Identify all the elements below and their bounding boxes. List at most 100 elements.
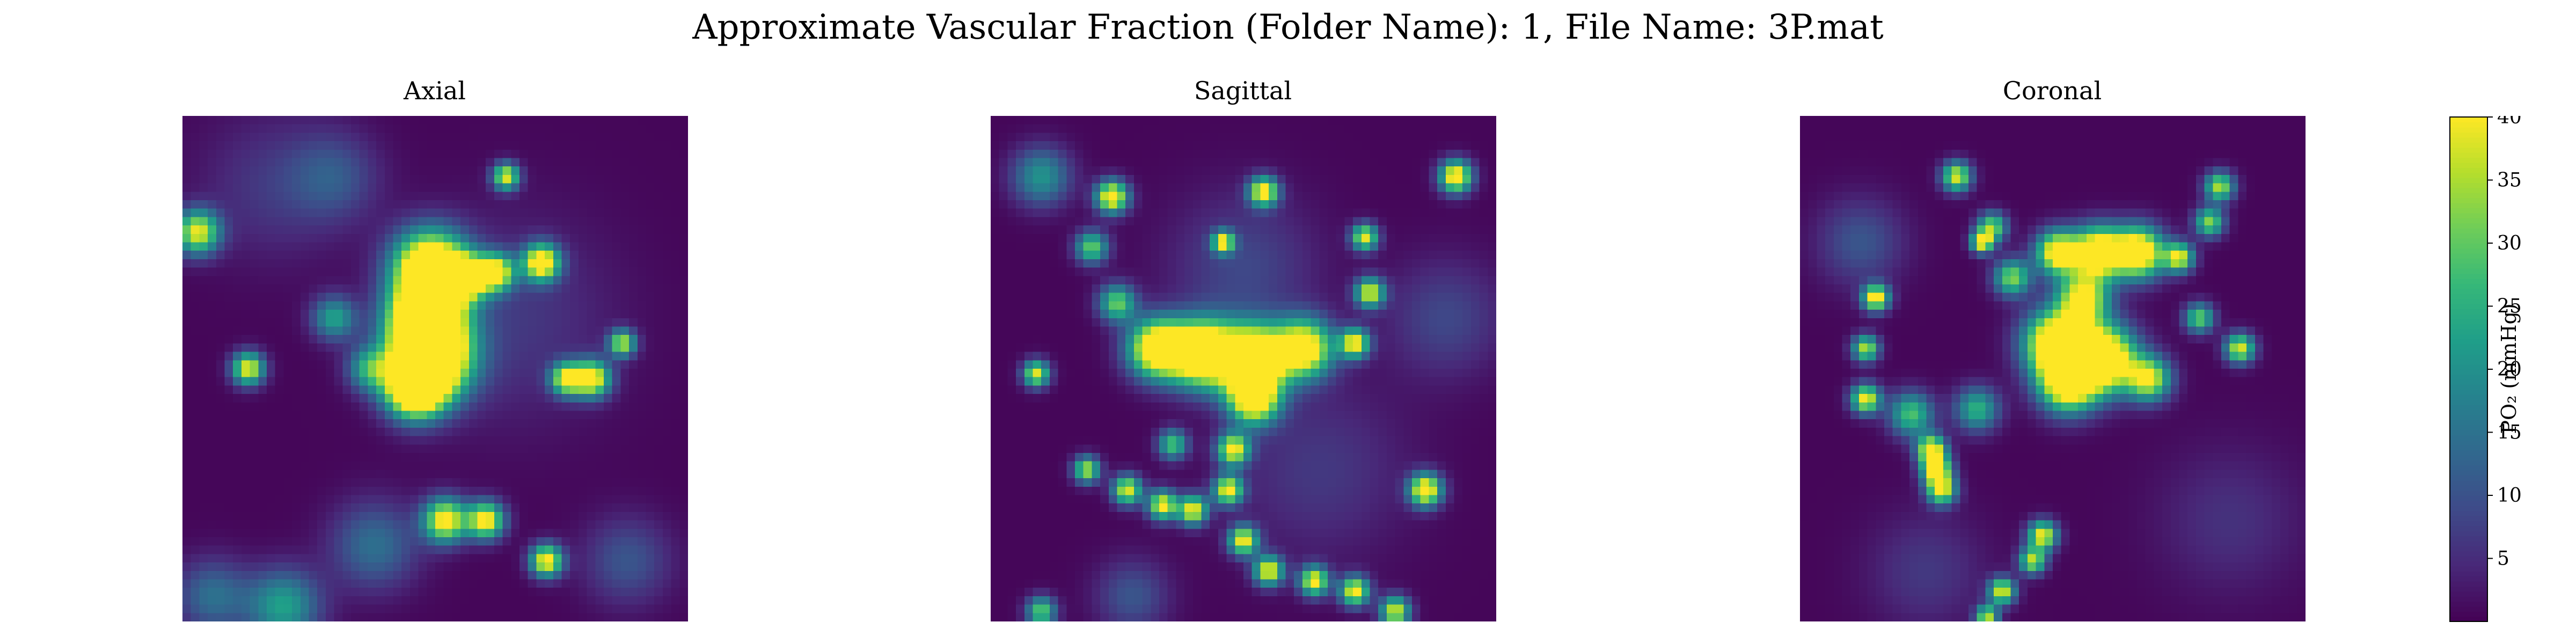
heatmap-cell — [342, 579, 352, 588]
heatmap-cell — [267, 158, 276, 167]
heatmap-cell — [342, 402, 352, 412]
heatmap-cell — [1386, 251, 1396, 260]
heatmap-cell — [241, 511, 251, 521]
heatmap-cell — [1201, 276, 1210, 285]
heatmap-cell — [561, 385, 570, 394]
heatmap-cell — [1108, 158, 1118, 167]
heatmap-cell — [1378, 276, 1387, 285]
heatmap-cell — [325, 596, 335, 605]
heatmap-cell — [620, 545, 630, 554]
heatmap-cell — [376, 301, 385, 310]
heatmap-cell — [334, 149, 343, 159]
heatmap-cell — [469, 360, 478, 369]
heatmap-cell — [545, 369, 554, 378]
heatmap-cell — [1277, 183, 1286, 192]
heatmap-cell — [275, 402, 284, 412]
heatmap-cell — [1100, 200, 1109, 209]
heatmap-cell — [1488, 133, 1496, 142]
heatmap-cell — [578, 461, 588, 470]
heatmap-cell — [1192, 192, 1202, 201]
heatmap-cell — [1470, 217, 1480, 226]
heatmap-cell — [427, 503, 436, 513]
heatmap-cell — [275, 613, 284, 621]
heatmap-cell — [595, 133, 604, 142]
heatmap-cell — [654, 377, 663, 386]
heatmap-cell — [1235, 292, 1244, 302]
heatmap-cell — [216, 419, 225, 428]
heatmap-cell — [620, 310, 630, 319]
heatmap-cell — [1319, 284, 1328, 294]
heatmap-cell — [283, 369, 292, 378]
heatmap-cell — [486, 411, 495, 420]
heatmap-cell — [679, 284, 688, 294]
heatmap-cell — [1353, 183, 1362, 192]
heatmap-cell — [561, 267, 570, 276]
heatmap-cell — [250, 520, 259, 529]
heatmap-cell — [1269, 217, 1278, 226]
heatmap-cell — [1429, 276, 1438, 285]
heatmap-cell — [275, 562, 284, 572]
heatmap-cell — [325, 200, 335, 209]
heatmap-cell — [1454, 233, 1463, 243]
heatmap-cell — [283, 495, 292, 504]
heatmap-cell — [275, 292, 284, 302]
heatmap-cell — [1378, 166, 1387, 175]
heatmap-cell — [401, 419, 411, 428]
heatmap-cell — [486, 149, 495, 159]
heatmap-cell — [604, 419, 613, 428]
heatmap-axial — [182, 116, 688, 621]
heatmap-cell — [191, 259, 200, 268]
heatmap-cell — [317, 402, 326, 412]
heatmap-cell — [469, 124, 478, 133]
heatmap-cell — [637, 251, 647, 260]
heatmap-cell — [267, 301, 276, 310]
heatmap-cell — [511, 116, 520, 125]
heatmap-cell — [224, 579, 233, 588]
heatmap-cell — [536, 225, 545, 235]
heatmap-cell — [292, 579, 301, 588]
heatmap-cell — [292, 554, 301, 563]
heatmap-cell — [368, 385, 377, 394]
heatmap-cell — [199, 192, 208, 201]
heatmap-cell — [1092, 217, 1101, 226]
heatmap-cell — [604, 503, 613, 513]
heatmap-cell — [1117, 116, 1126, 125]
heatmap-cell — [477, 183, 486, 192]
heatmap-cell — [1184, 149, 1194, 159]
heatmap-cell — [587, 276, 596, 285]
heatmap-cell — [1328, 141, 1337, 150]
heatmap-cell — [1167, 200, 1176, 209]
heatmap-cell — [427, 192, 436, 201]
heatmap-cell — [654, 343, 663, 353]
heatmap-cell — [1075, 225, 1084, 235]
heatmap-cell — [578, 596, 588, 605]
heatmap-cell — [1117, 124, 1126, 133]
heatmap-cell — [991, 251, 1000, 260]
heatmap-cell — [334, 537, 343, 546]
heatmap-cell — [1201, 301, 1210, 310]
heatmap-cell — [1285, 251, 1294, 260]
heatmap-cell — [1403, 242, 1413, 251]
heatmap-cell — [536, 251, 545, 260]
heatmap-cell — [1058, 174, 1067, 184]
heatmap-cell — [1235, 133, 1244, 142]
heatmap-cell — [1117, 251, 1126, 260]
heatmap-cell — [224, 503, 233, 513]
heatmap-cell — [528, 242, 537, 251]
heatmap-cell — [452, 444, 461, 453]
heatmap-cell — [1302, 192, 1312, 201]
heatmap-cell — [486, 554, 495, 563]
heatmap-cell — [570, 520, 579, 529]
heatmap-cell — [435, 562, 444, 572]
heatmap-cell — [519, 133, 529, 142]
heatmap-cell — [1353, 124, 1362, 133]
heatmap-cell — [1024, 166, 1034, 175]
heatmap-cell — [443, 427, 452, 437]
heatmap-cell — [646, 377, 655, 386]
heatmap-cell — [300, 149, 310, 159]
heatmap-cell — [1319, 251, 1328, 260]
heatmap-cell — [1454, 183, 1463, 192]
heatmap-cell — [1016, 124, 1025, 133]
heatmap-cell — [528, 436, 537, 445]
heatmap-cell — [654, 208, 663, 217]
